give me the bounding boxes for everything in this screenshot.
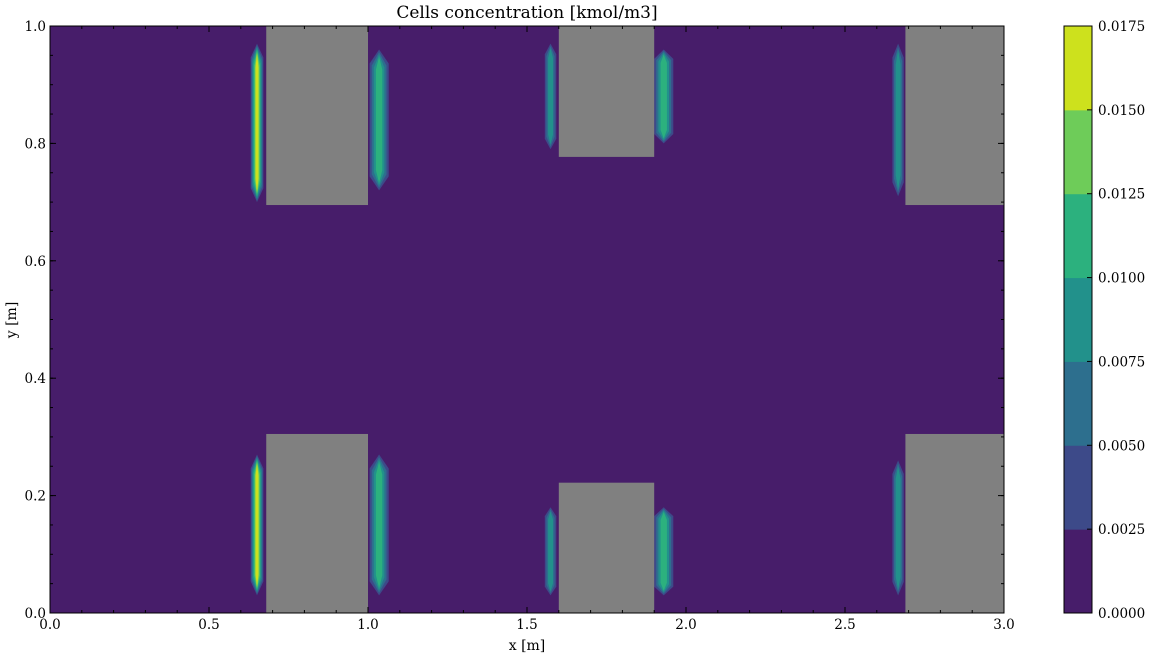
concentration-hotspot bbox=[250, 454, 264, 596]
obstacle-block bbox=[558, 26, 655, 157]
x-tick-label: 1.0 bbox=[357, 617, 378, 633]
contour-level-4 bbox=[660, 54, 667, 139]
y-tick-label: 0.6 bbox=[25, 254, 46, 270]
y-axis-label: y [m] bbox=[4, 302, 20, 340]
concentration-hotspot bbox=[544, 43, 557, 150]
x-tick-label: 2.5 bbox=[834, 617, 855, 633]
obstacle-block bbox=[266, 433, 368, 613]
colorbar-segment bbox=[1064, 361, 1092, 446]
contour-level-3 bbox=[895, 466, 901, 590]
obstacle-block bbox=[558, 482, 655, 613]
concentration-hotspot bbox=[654, 49, 674, 144]
concentration-hotspot bbox=[654, 507, 674, 596]
colorbar-tick-label: 0.0100 bbox=[1098, 271, 1145, 287]
x-tick-label: 2.0 bbox=[675, 617, 696, 633]
colorbar-segment bbox=[1064, 529, 1092, 614]
chart-title: Cells concentration [kmol/m3] bbox=[396, 3, 657, 23]
colorbar-segment bbox=[1064, 26, 1092, 111]
x-tick-label: 3.0 bbox=[993, 617, 1014, 633]
concentration-hotspot bbox=[369, 49, 389, 191]
plot-area bbox=[50, 26, 1004, 613]
colorbar-segment bbox=[1064, 277, 1092, 362]
x-axis-label: x [m] bbox=[509, 638, 546, 654]
contour-level-6 bbox=[255, 463, 259, 587]
plot-background bbox=[50, 26, 1004, 613]
x-tick-label: 0.0 bbox=[39, 617, 60, 633]
contour-level-4 bbox=[660, 512, 667, 591]
contour-level-3 bbox=[548, 48, 553, 145]
x-tick-label: 1.5 bbox=[516, 617, 537, 633]
colorbar-tick-label: 0.0125 bbox=[1098, 187, 1145, 203]
concentration-hotspot bbox=[369, 454, 389, 596]
y-tick-label: 1.0 bbox=[25, 19, 46, 35]
concentration-hotspot bbox=[892, 460, 904, 596]
colorbar-tick-label: 0.0075 bbox=[1098, 354, 1145, 370]
concentration-hotspot bbox=[544, 507, 557, 596]
obstacle-block bbox=[266, 26, 368, 206]
axes: 0.0 0.5 1.0 1.5 2.0 2.5 3.0 0.0 0.2 0.4 0.6 0.8 1.0 bbox=[25, 19, 1015, 633]
colorbar-tick-label: 0.0150 bbox=[1098, 103, 1145, 119]
contour-level-3 bbox=[895, 50, 901, 190]
y-tick-label: 0.0 bbox=[25, 606, 46, 622]
contour-level-3 bbox=[548, 511, 553, 592]
colorbar-tick-label: 0.0175 bbox=[1098, 19, 1145, 35]
y-tick-label: 0.8 bbox=[25, 136, 46, 152]
contour-level-4 bbox=[375, 462, 383, 588]
colorbar-frame bbox=[1063, 25, 1093, 614]
colorbar-segment bbox=[1064, 193, 1092, 279]
obstacle-block bbox=[905, 433, 1004, 613]
y-tick-label: 0.2 bbox=[25, 489, 46, 505]
concentration-hotspot bbox=[892, 43, 904, 197]
y-tick-label: 0.4 bbox=[25, 371, 46, 387]
colorbar-tick-label: 0.0000 bbox=[1098, 606, 1145, 622]
colorbar-tick-label: 0.0025 bbox=[1098, 522, 1145, 538]
obstacles bbox=[266, 26, 1004, 613]
x-tick-label: 0.5 bbox=[198, 617, 219, 633]
colorbar-segment bbox=[1064, 109, 1092, 195]
contour-level-6 bbox=[255, 53, 259, 193]
colorbar-segment bbox=[1064, 445, 1092, 530]
colorbar-tick-label: 0.0050 bbox=[1098, 438, 1145, 454]
contour-level-4 bbox=[375, 57, 383, 183]
obstacle-block bbox=[905, 26, 1004, 206]
colorbar: 0.0000 0.0025 0.0050 0.0075 0.0100 0.0125 0.01… bbox=[1063, 19, 1145, 622]
concentration-hotspot bbox=[250, 43, 264, 203]
